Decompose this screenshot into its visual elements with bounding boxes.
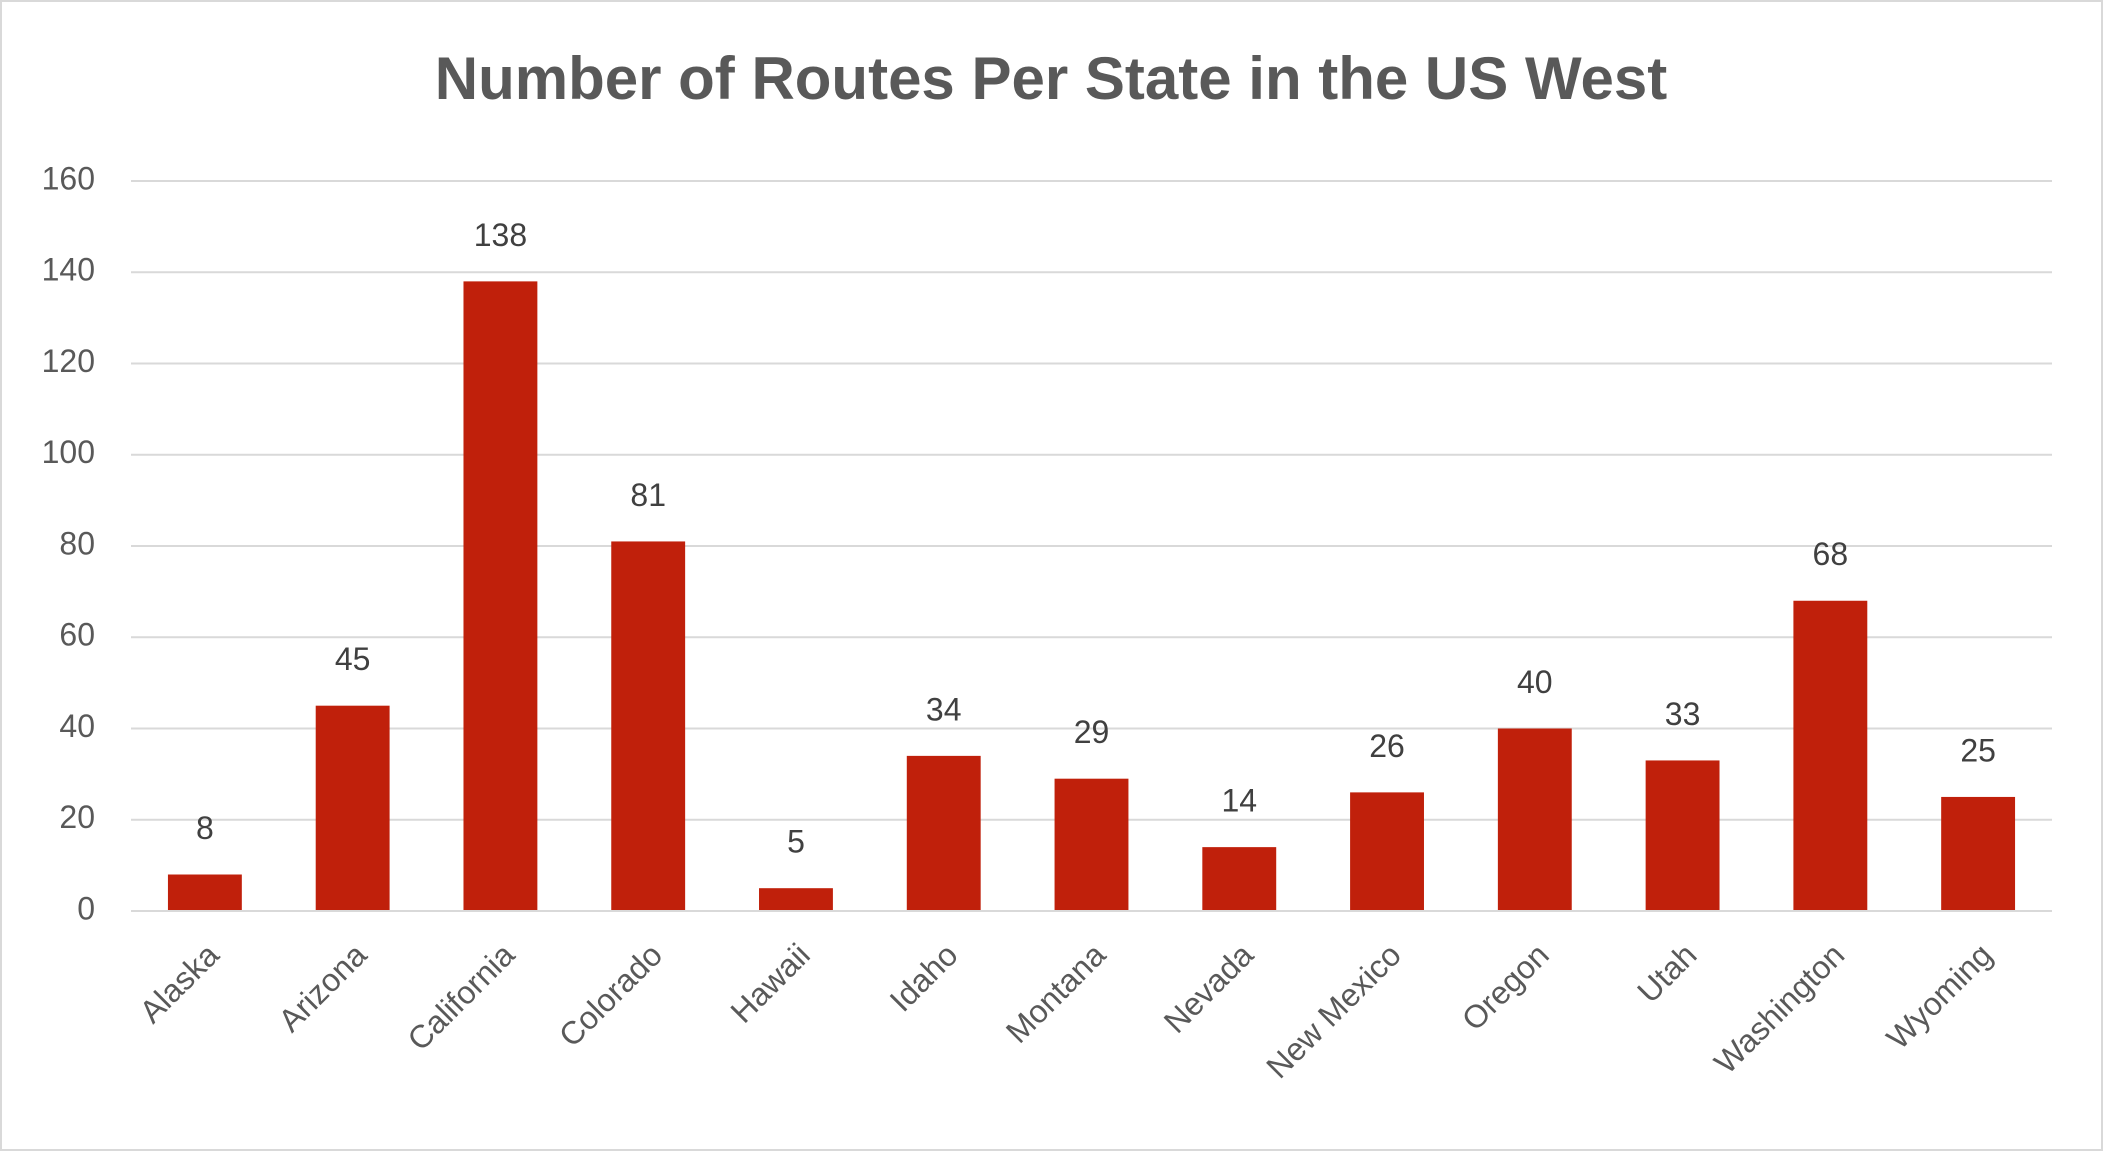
data-label: 29 [1074,714,1110,750]
chart-title: Number of Routes Per State in the US Wes… [435,45,1667,112]
bar [1497,728,1572,911]
data-label: 5 [787,824,805,860]
bar [1645,760,1720,911]
data-label: 34 [926,691,962,727]
y-tick-label: 160 [42,160,95,196]
bar [906,755,981,911]
y-tick-label: 120 [42,343,95,379]
bar [1202,847,1277,911]
data-label: 40 [1517,664,1553,700]
data-label: 25 [1960,732,1996,768]
data-label: 8 [196,810,214,846]
bar [167,874,242,911]
data-label: 138 [474,217,527,253]
y-tick-label: 80 [59,525,95,561]
data-label: 45 [335,641,371,677]
bar [1941,796,2016,911]
data-label: 33 [1665,696,1701,732]
y-tick-label: 20 [59,799,95,835]
data-label: 26 [1369,728,1405,764]
y-tick-label: 0 [77,890,95,926]
y-tick-label: 60 [59,617,95,653]
bar [611,541,686,911]
bar [1350,792,1424,911]
y-tick-label: 40 [59,708,95,744]
data-label: 68 [1813,536,1849,572]
bar [315,705,390,911]
y-tick-label: 100 [42,434,95,470]
data-label: 81 [630,477,666,513]
bar [1054,778,1129,911]
bar [759,888,833,911]
bar [463,281,538,911]
data-label: 14 [1221,783,1257,819]
bar [1793,600,1868,911]
y-tick-label: 140 [42,252,95,288]
